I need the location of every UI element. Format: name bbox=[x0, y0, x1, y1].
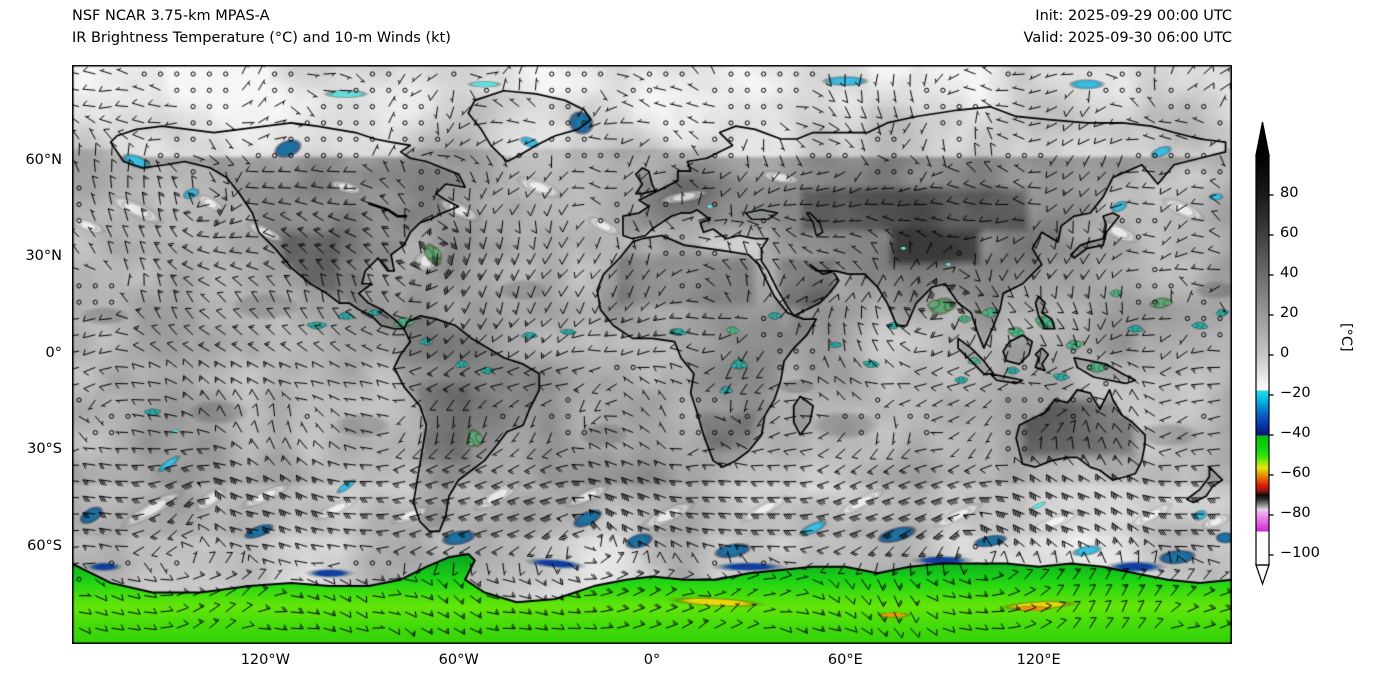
colorbar-unit-label: [°C] bbox=[1338, 323, 1354, 352]
temperature-colorbar bbox=[1255, 121, 1274, 586]
lon-tick-label: 120°E bbox=[1016, 652, 1061, 668]
lon-tick-label: 0° bbox=[643, 652, 661, 668]
colorbar-tick-label: −40 bbox=[1280, 425, 1311, 441]
colorbar-tick-label: 40 bbox=[1280, 265, 1299, 281]
colorbar-tick-label: −20 bbox=[1280, 385, 1311, 401]
valid-time: Valid: 2025-09-30 06:00 UTC bbox=[1023, 30, 1232, 46]
lon-tick-label: 120°W bbox=[240, 652, 290, 668]
field-subtitle: IR Brightness Temperature (°C) and 10-m … bbox=[72, 30, 451, 46]
colorbar-tick-label: 80 bbox=[1280, 185, 1299, 201]
lon-tick-label: 60°W bbox=[438, 652, 479, 668]
lat-tick-label: 0° bbox=[45, 344, 62, 361]
colorbar-tick-label: 0 bbox=[1280, 345, 1290, 361]
lat-tick-label: 60°S bbox=[27, 537, 62, 554]
lat-tick-label: 60°N bbox=[25, 151, 62, 168]
colorbar-tick-label: −100 bbox=[1280, 545, 1320, 561]
init-time: Init: 2025-09-29 00:00 UTC bbox=[1035, 8, 1232, 24]
colorbar-tick-label: 20 bbox=[1280, 305, 1299, 321]
colorbar-tick-label: −80 bbox=[1280, 505, 1311, 521]
lat-tick-label: 30°N bbox=[25, 248, 62, 264]
colorbar-tick-label: 60 bbox=[1280, 225, 1299, 241]
lon-tick-label: 60°E bbox=[827, 652, 863, 668]
model-title: NSF NCAR 3.75-km MPAS-A bbox=[72, 8, 270, 24]
world-ir-wind-map bbox=[72, 65, 1232, 644]
lat-tick-label: 30°S bbox=[27, 441, 62, 457]
colorbar-tick-label: −60 bbox=[1280, 465, 1311, 481]
